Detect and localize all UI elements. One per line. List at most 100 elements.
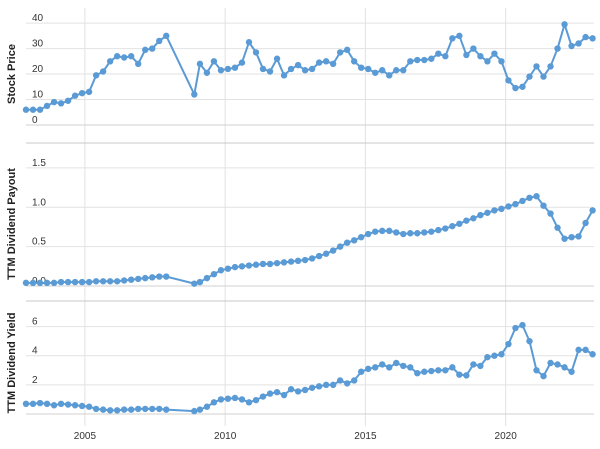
data-point (120, 277, 128, 284)
data-point (498, 58, 505, 65)
data-point (505, 340, 512, 348)
data-point (259, 393, 267, 400)
data-point (357, 233, 365, 241)
data-point (99, 278, 107, 285)
data-point (99, 406, 107, 413)
data-point (315, 252, 323, 260)
data-point (196, 406, 204, 413)
data-point (365, 65, 372, 73)
data-point (142, 405, 149, 413)
data-point (252, 261, 260, 268)
data-point (149, 274, 156, 281)
data-point (273, 388, 281, 396)
data-point (512, 200, 519, 208)
chart-panel-1: 0 10 20 30 40 Stock Price (6, 13, 596, 144)
data-point (526, 194, 533, 201)
data-point (533, 193, 540, 200)
data-point (526, 337, 533, 345)
data-point (343, 380, 351, 387)
data-point (442, 225, 449, 232)
data-point (463, 217, 470, 224)
data-point (191, 91, 198, 98)
data-point (78, 278, 86, 286)
data-point (113, 407, 121, 414)
data-point (414, 56, 421, 64)
data-point (589, 35, 596, 42)
data-point (294, 61, 302, 69)
data-point (519, 197, 526, 205)
data-point (582, 33, 589, 41)
data-point (428, 367, 435, 375)
data-point (142, 46, 149, 54)
data-point (120, 406, 128, 413)
data-point (308, 384, 316, 391)
data-point (575, 346, 582, 354)
data-point (449, 364, 456, 371)
data-point (393, 229, 400, 236)
data-point (470, 45, 477, 52)
data-point (568, 368, 575, 375)
y-tick-label: 40 (32, 13, 44, 24)
y-tick-label: 6 (32, 317, 38, 328)
data-point (470, 215, 477, 222)
data-point (554, 45, 561, 52)
data-point (547, 63, 554, 70)
data-point (71, 402, 79, 409)
data-point (329, 247, 337, 254)
data-point (512, 84, 519, 92)
data-point (294, 388, 302, 395)
data-point (386, 72, 393, 79)
data-point (568, 42, 575, 50)
data-point (78, 89, 86, 97)
data-point (280, 391, 288, 399)
data-point (435, 367, 442, 374)
data-point (196, 60, 204, 68)
data-point (400, 67, 407, 74)
data-point (273, 259, 281, 267)
x-tick-label: 2015 (354, 431, 377, 442)
data-point (203, 403, 211, 410)
data-point (245, 399, 253, 406)
data-point (85, 403, 93, 410)
data-point (191, 280, 198, 287)
data-point (149, 405, 156, 413)
data-point (92, 278, 100, 285)
data-point (191, 407, 198, 415)
data-point (554, 361, 561, 368)
data-point (449, 35, 456, 42)
data-point (156, 273, 163, 280)
data-point (357, 64, 365, 71)
data-point (280, 72, 288, 79)
data-point (379, 67, 386, 74)
data-point (365, 230, 372, 238)
data-point (343, 239, 351, 246)
data-point (22, 400, 30, 407)
data-point (266, 390, 274, 397)
data-point (350, 58, 358, 65)
data-point (57, 278, 65, 286)
series-line (26, 324, 594, 413)
data-point (442, 53, 449, 60)
data-point (589, 351, 596, 358)
data-point (238, 263, 246, 270)
data-point (301, 67, 309, 74)
x-tick-label: 2005 (74, 431, 97, 442)
data-point (113, 278, 121, 285)
data-point (477, 211, 484, 219)
data-point (589, 207, 596, 214)
data-point (484, 209, 491, 216)
data-point (142, 274, 149, 282)
data-point (120, 54, 128, 61)
data-point (421, 229, 428, 236)
data-point (149, 45, 156, 52)
data-point (519, 321, 526, 329)
data-point (449, 222, 456, 230)
data-point (22, 106, 30, 113)
data-point (29, 279, 37, 287)
data-point (491, 50, 498, 57)
data-point (400, 362, 407, 370)
data-point (582, 346, 589, 354)
data-point (127, 53, 135, 60)
data-point (113, 53, 121, 60)
data-point (372, 364, 379, 371)
